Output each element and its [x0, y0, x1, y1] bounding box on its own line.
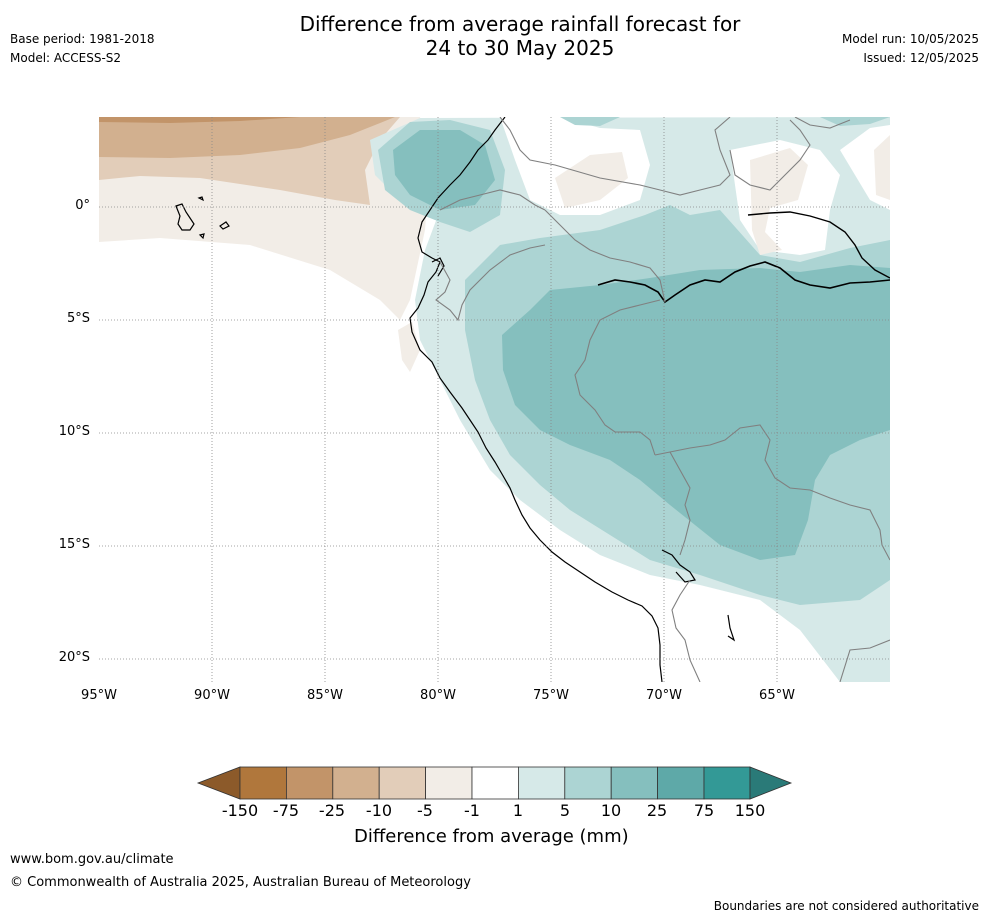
contour-dry-patch-coast [398, 322, 420, 372]
colorbar [196, 766, 793, 800]
coastline-galapagos-4 [198, 233, 205, 240]
border-brazil-paraguay [839, 639, 890, 682]
colorbar-tick-label: -1 [464, 801, 480, 820]
coastline-galapagos-1 [175, 203, 195, 231]
issued-text: Issued: 12/05/2025 [863, 51, 979, 65]
lat-label-15s: 15°S [58, 537, 90, 552]
contour-dry-patch-e-2 [874, 135, 890, 200]
coastline-south-america [409, 117, 663, 682]
border-ecuador-peru [435, 244, 546, 322]
colorbar-segment-4 [378, 766, 427, 800]
colorbar-segment-2 [285, 766, 334, 800]
disclaimer-text: Boundaries are not considered authoritat… [713, 899, 979, 913]
colorbar-segment-7 [518, 766, 566, 800]
lon-label-80w: 80°W [420, 688, 456, 703]
colorbar-segment-3 [332, 766, 380, 800]
lon-label-65w: 65°W [759, 688, 795, 703]
colorbar-tick-label: 75 [693, 801, 715, 820]
colorbar-tick-label: 150 [734, 801, 766, 820]
colorbar-segment-9 [610, 766, 659, 800]
contour-wet-10-north [393, 130, 495, 210]
title-line-2: 24 to 30 May 2025 [425, 36, 615, 60]
colorbar-segment-1 [239, 766, 287, 800]
colorbar-segment-10 [657, 766, 705, 800]
colorbar-segment-12 [749, 766, 793, 800]
model-run-text: Model run: 10/05/2025 [841, 32, 979, 46]
colorbar-tick-label: 10 [600, 801, 622, 820]
lon-label-90w: 90°W [194, 688, 230, 703]
border-bolivia-brazil-west [669, 451, 691, 556]
country-borders [435, 117, 890, 682]
colorbar-tick-label: 1 [512, 801, 524, 820]
gridlines [99, 117, 890, 682]
colorbar-tick-label: -150 [221, 801, 259, 820]
coastline-galapagos-3 [197, 196, 205, 202]
border-guyana [794, 117, 851, 129]
colorbar-segment-8 [564, 766, 612, 800]
contour-dry-patch-n-2 [555, 152, 628, 208]
lat-label-0: 0° [75, 198, 90, 213]
coastline-gulf-of-guayaquil [431, 257, 445, 277]
contour-wet-10 [502, 265, 890, 560]
base-period-text: Base period: 1981-2018 [10, 32, 155, 46]
coastline-rio-negro [747, 211, 890, 279]
border-colombia-peru [544, 209, 666, 303]
colorbar-tick-label: -25 [318, 801, 346, 820]
lon-label-95w: 95°W [81, 688, 117, 703]
coastlines [175, 117, 890, 682]
copyright-text: © Commonwealth of Australia 2025, Austra… [10, 875, 471, 890]
colorbar-tick-label: -10 [365, 801, 393, 820]
model-text: Model: ACCESS-S2 [10, 51, 122, 65]
lat-label-5s: 5°S [66, 311, 90, 326]
colorbar-tick-label: -5 [417, 801, 433, 820]
contour-dry-minus10 [99, 117, 395, 158]
border-colombia-venezuela [499, 117, 731, 196]
colorbar-title: Difference from average (mm) [354, 826, 629, 847]
coastline-lake-poopo [727, 614, 736, 642]
colorbar-segment-11 [703, 766, 751, 800]
colorbar-segment-0 [196, 766, 241, 800]
border-peru-bolivia [654, 424, 890, 561]
lon-label-85w: 85°W [307, 688, 343, 703]
colorbar-segment-5 [425, 766, 473, 800]
lon-label-75w: 75°W [533, 688, 569, 703]
border-venezuela-brazil [729, 119, 811, 191]
website-link[interactable]: www.bom.gov.au/climate [10, 852, 174, 867]
coastline-amazon-river [597, 261, 890, 304]
colorbar-tick-label: 5 [559, 801, 571, 820]
page-title: Difference from average rainfall forecas… [0, 12, 988, 60]
border-peru-brazil [574, 299, 661, 456]
contour-wet-5-topright [820, 117, 890, 126]
coastline-lake-titicaca [661, 549, 696, 583]
contour-dry-minus25 [99, 117, 300, 123]
map-contours [99, 117, 890, 682]
title-line-1: Difference from average rainfall forecas… [299, 12, 741, 36]
contour-wet-5-top [560, 117, 620, 126]
colorbar-segment-6 [471, 766, 519, 800]
lon-label-70w: 70°W [646, 688, 682, 703]
coastline-galapagos-2 [219, 221, 230, 230]
border-colombia-ecuador [439, 189, 546, 211]
colorbar-tick-label: 25 [646, 801, 668, 820]
colorbar-tick-label: -75 [272, 801, 300, 820]
lat-label-10s: 10°S [58, 424, 90, 439]
contour-dry-patch-ne-2 [750, 148, 808, 255]
border-chile-bolivia [671, 579, 701, 682]
lat-label-20s: 20°S [58, 650, 90, 665]
